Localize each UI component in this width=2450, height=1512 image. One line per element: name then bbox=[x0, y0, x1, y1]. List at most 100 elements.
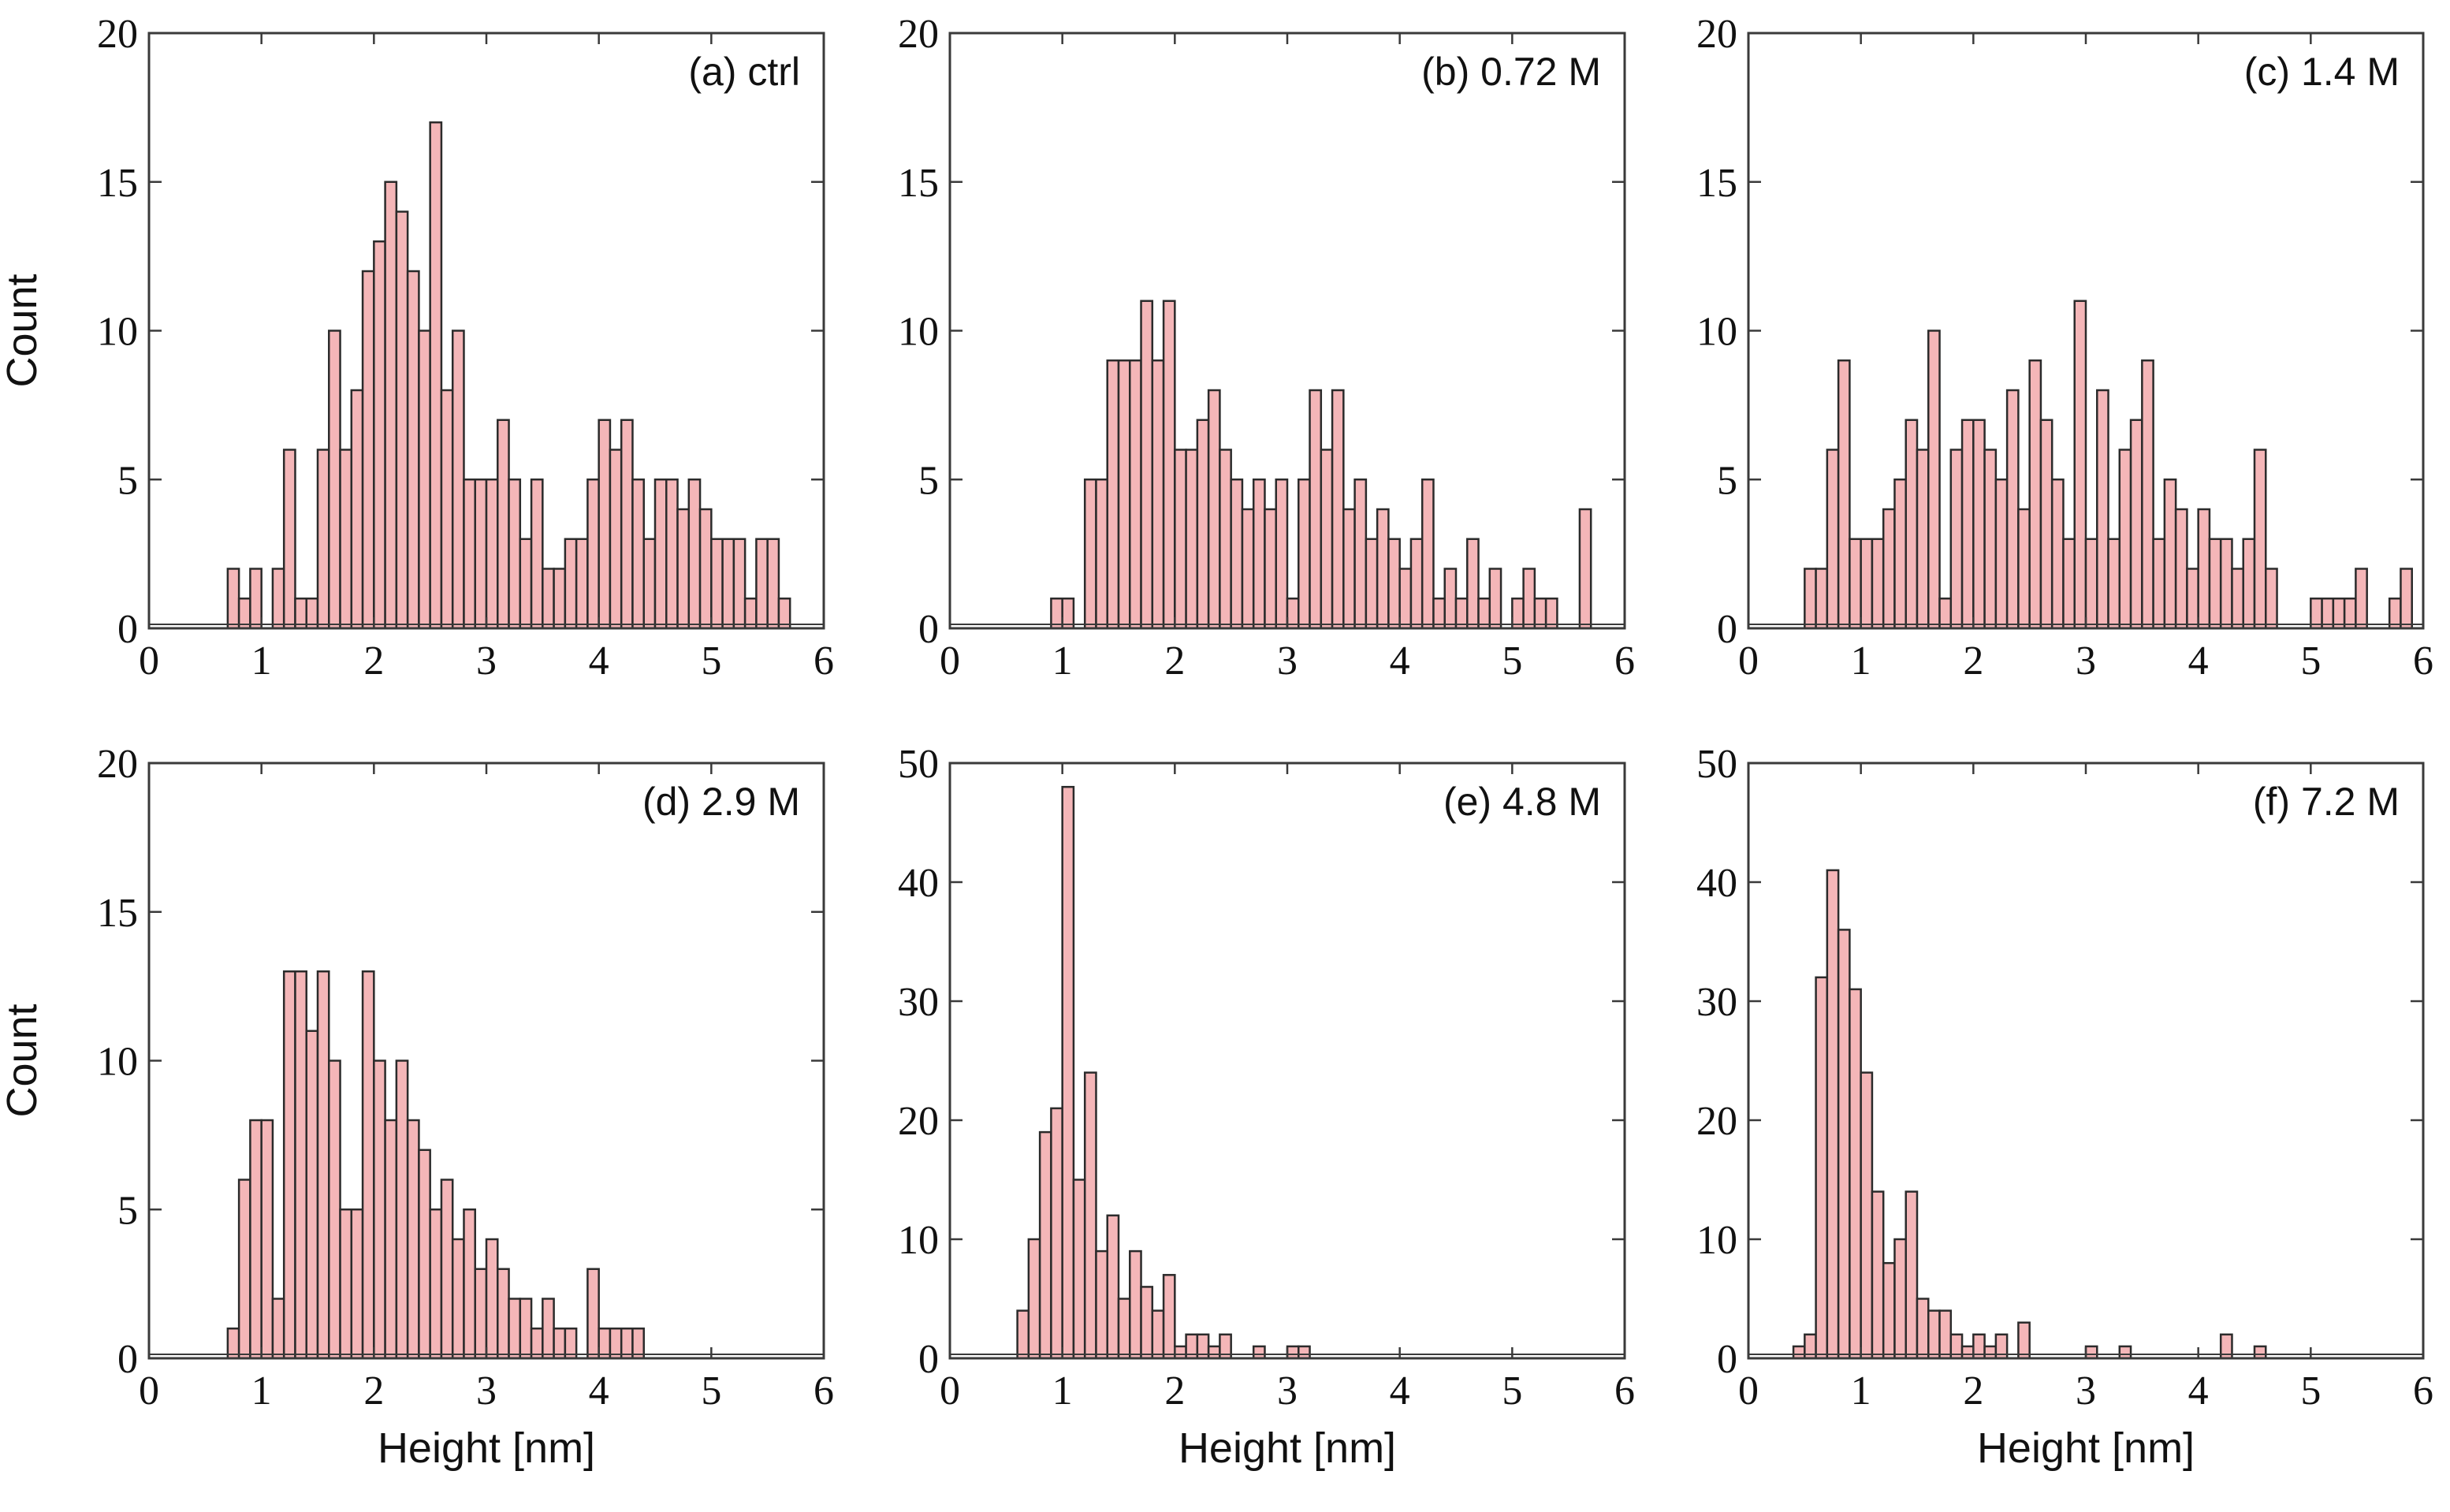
bar-a-7 bbox=[226, 568, 240, 630]
bar-c-27 bbox=[2050, 479, 2065, 630]
y-tick-label-c-0: 0 bbox=[1717, 607, 1737, 652]
bar-a-38 bbox=[575, 538, 589, 630]
y-tick-label-a-4: 20 bbox=[97, 12, 138, 57]
bar-b-33 bbox=[1320, 449, 1334, 630]
x-tick-label-c-4: 4 bbox=[2188, 639, 2209, 683]
bar-f-14 bbox=[1905, 1190, 1919, 1360]
bar-d-22 bbox=[395, 1060, 409, 1360]
bar-f-16 bbox=[1927, 1309, 1941, 1360]
bar-a-21 bbox=[384, 181, 398, 630]
bar-d-33 bbox=[519, 1298, 533, 1360]
bar-d-10 bbox=[260, 1119, 274, 1360]
bar-e-27 bbox=[1252, 1345, 1266, 1360]
bar-b-21 bbox=[1185, 449, 1199, 630]
bar-a-47 bbox=[676, 508, 691, 630]
bar-a-17 bbox=[339, 449, 353, 630]
bar-a-22 bbox=[395, 210, 409, 630]
bar-c-28 bbox=[2062, 538, 2076, 630]
bar-b-24 bbox=[1219, 449, 1232, 630]
bar-c-32 bbox=[2107, 538, 2121, 630]
y-tick-label-c-4: 20 bbox=[1696, 12, 1737, 57]
bar-a-29 bbox=[474, 479, 488, 630]
panel-title-f: (f) 7.2 M bbox=[2253, 780, 2400, 824]
y-tick-label-b-4: 20 bbox=[898, 12, 939, 57]
x-axis-label-f: Height [nm] bbox=[1977, 1424, 2195, 1472]
bar-e-31 bbox=[1298, 1345, 1311, 1360]
y-axis-label-a: Count bbox=[0, 274, 46, 387]
bar-f-9 bbox=[1849, 988, 1862, 1360]
bar-a-32 bbox=[508, 479, 522, 630]
x-tick-label-f-3: 3 bbox=[2076, 1369, 2096, 1413]
x-tick-label-d-3: 3 bbox=[476, 1369, 497, 1413]
bar-b-14 bbox=[1106, 359, 1120, 630]
bar-a-28 bbox=[463, 479, 476, 630]
bar-b-46 bbox=[1466, 538, 1480, 630]
bar-e-11 bbox=[1072, 1179, 1086, 1360]
x-tick-label-f-1: 1 bbox=[1851, 1369, 1871, 1413]
bar-b-15 bbox=[1117, 359, 1131, 630]
bar-b-38 bbox=[1376, 508, 1390, 630]
bar-c-13 bbox=[1893, 479, 1907, 630]
bar-e-7 bbox=[1027, 1238, 1041, 1360]
bar-c-42 bbox=[2219, 538, 2233, 630]
x-tick-label-a-5: 5 bbox=[701, 639, 721, 683]
bar-f-6 bbox=[1815, 976, 1829, 1360]
bar-e-9 bbox=[1050, 1107, 1063, 1360]
bar-c-41 bbox=[2208, 538, 2222, 630]
bar-d-31 bbox=[497, 1268, 510, 1360]
x-tick-label-e-2: 2 bbox=[1164, 1369, 1185, 1413]
bar-b-20 bbox=[1174, 449, 1187, 630]
y-tick-label-b-2: 10 bbox=[898, 310, 939, 355]
y-tick-label-a-3: 15 bbox=[97, 161, 138, 206]
y-tick-label-e-4: 40 bbox=[898, 861, 939, 906]
bar-d-13 bbox=[294, 970, 307, 1360]
panel-a: 0 1 2 3 4 5 6 0 5 10 15 20 (a) ctrl Count bbox=[0, 12, 834, 683]
bar-f-33 bbox=[2118, 1345, 2132, 1360]
x-tick-label-b-1: 1 bbox=[1052, 639, 1073, 683]
bar-a-26 bbox=[440, 389, 454, 630]
bar-d-17 bbox=[339, 1208, 353, 1360]
y-tick-label-b-1: 5 bbox=[918, 458, 939, 503]
bar-d-14 bbox=[305, 1030, 319, 1360]
panel-title-c: (c) 1.4 M bbox=[2244, 50, 2400, 94]
bar-f-8 bbox=[1837, 929, 1851, 1360]
x-tick-label-c-6: 6 bbox=[2413, 639, 2433, 683]
x-axis-label-d: Height [nm] bbox=[378, 1424, 595, 1472]
bar-b-17 bbox=[1140, 300, 1154, 630]
x-tick-label-c-5: 5 bbox=[2300, 639, 2321, 683]
bar-a-54 bbox=[755, 538, 769, 630]
bar-d-18 bbox=[350, 1208, 364, 1360]
panel-title-b: (b) 0.72 M bbox=[1421, 50, 1601, 94]
bar-d-8 bbox=[237, 1179, 251, 1360]
bar-a-15 bbox=[316, 449, 330, 630]
x-tick-label-d-2: 2 bbox=[363, 1369, 384, 1413]
bar-b-19 bbox=[1162, 300, 1176, 630]
x-axis-label-e: Height [nm] bbox=[1178, 1424, 1396, 1472]
bar-a-46 bbox=[665, 479, 679, 630]
y-tick-label-a-2: 10 bbox=[97, 310, 138, 355]
bar-c-6 bbox=[1815, 568, 1829, 630]
bar-d-9 bbox=[249, 1119, 262, 1360]
bar-a-33 bbox=[519, 538, 533, 630]
bar-a-19 bbox=[361, 270, 375, 630]
y-axis-label-d: Count bbox=[0, 1004, 46, 1117]
bar-b-44 bbox=[1443, 568, 1458, 630]
bar-e-30 bbox=[1286, 1345, 1300, 1360]
bar-a-49 bbox=[698, 508, 713, 630]
bar-a-36 bbox=[553, 568, 567, 630]
bar-c-39 bbox=[2186, 568, 2199, 630]
bar-b-28 bbox=[1264, 508, 1277, 630]
bar-b-37 bbox=[1365, 538, 1379, 630]
bar-c-18 bbox=[1949, 449, 1964, 630]
bar-f-11 bbox=[1871, 1190, 1885, 1360]
bar-f-13 bbox=[1893, 1238, 1907, 1360]
bar-a-55 bbox=[766, 538, 780, 630]
bar-c-38 bbox=[2174, 508, 2188, 630]
bar-c-9 bbox=[1849, 538, 1862, 630]
bar-c-14 bbox=[1905, 419, 1919, 630]
y-tick-label-e-5: 50 bbox=[898, 742, 939, 787]
bar-b-34 bbox=[1331, 389, 1345, 630]
bar-d-23 bbox=[406, 1119, 420, 1360]
y-tick-label-f-5: 50 bbox=[1696, 742, 1737, 787]
